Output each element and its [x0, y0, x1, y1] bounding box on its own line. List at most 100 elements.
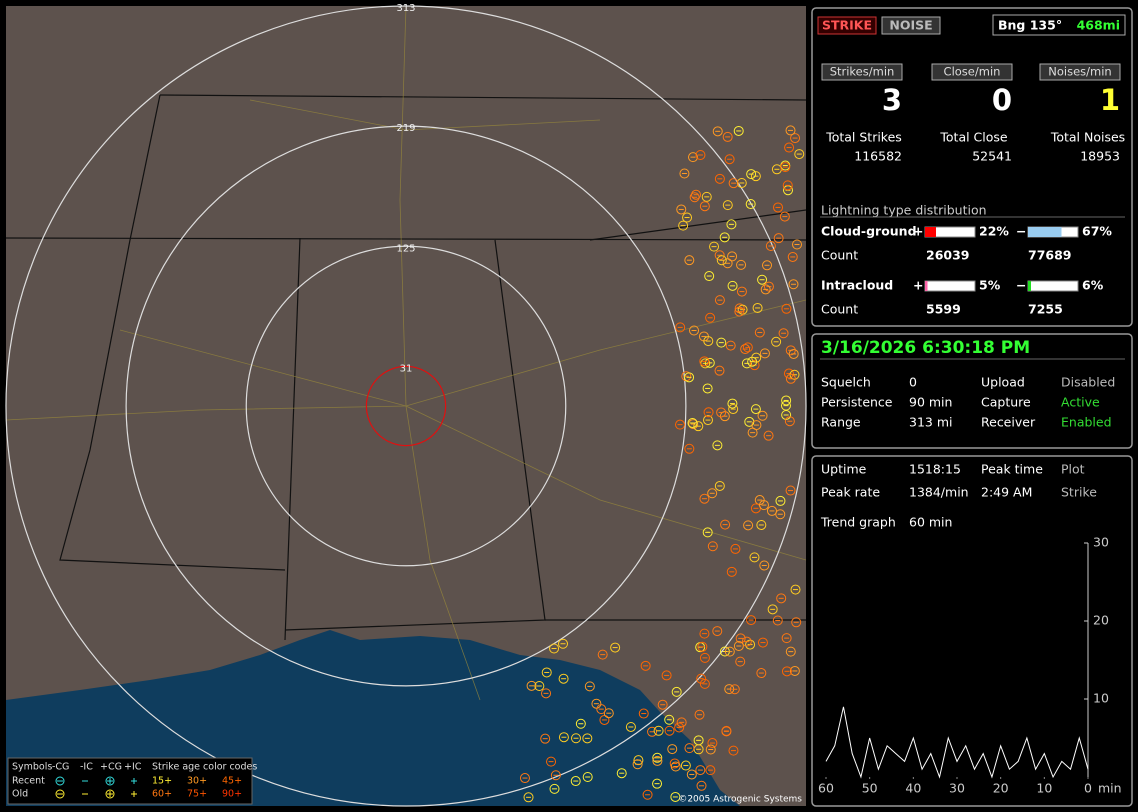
strike-symbol — [675, 419, 686, 430]
cell: 1518:15 — [909, 462, 961, 477]
x-tick-label: 10 — [1036, 781, 1052, 796]
strike-symbol — [775, 509, 786, 520]
strike-symbol — [701, 191, 712, 202]
x-tick-label: 40 — [905, 781, 921, 796]
strike-symbol — [705, 312, 716, 323]
strike-symbol — [670, 761, 681, 772]
strike-symbol — [750, 404, 761, 415]
strike-symbol — [745, 199, 756, 210]
strike-symbol — [775, 495, 786, 506]
strike-symbol — [693, 421, 704, 432]
legend-header: +IC — [124, 762, 142, 773]
total-value: 116582 — [854, 149, 902, 164]
strike-symbol — [781, 633, 792, 644]
strike-symbol — [789, 665, 800, 676]
strike-symbol — [763, 430, 774, 441]
strike-button[interactable] — [817, 16, 877, 35]
strike-symbol — [674, 722, 685, 733]
strike-symbol — [724, 646, 735, 657]
strike-symbol — [707, 738, 718, 749]
sign: + — [913, 278, 923, 293]
strike-symbol — [691, 189, 702, 200]
strike-symbol — [675, 322, 686, 333]
strike-symbol — [702, 383, 713, 394]
strike-symbol — [703, 336, 714, 347]
count-value: 7255 — [1028, 302, 1063, 317]
percent-label: 67% — [1082, 224, 1112, 239]
strike-symbol — [541, 667, 552, 678]
strike-symbol — [664, 714, 675, 725]
noise-button[interactable] — [881, 16, 941, 35]
strike-symbol — [784, 142, 795, 153]
percent-track — [924, 280, 976, 292]
rate-button-label: Noises/min — [1048, 65, 1111, 79]
strike-symbol — [734, 306, 745, 317]
percent-bar — [925, 227, 936, 237]
strike-symbol — [773, 202, 784, 213]
strike-symbol — [727, 280, 738, 291]
noise-button-label[interactable]: NOISE — [889, 18, 932, 33]
strike-symbol — [670, 791, 681, 802]
strike-symbol — [687, 417, 698, 428]
sign: + — [913, 224, 923, 239]
strike-symbol — [747, 427, 758, 438]
cell: Receiver — [981, 415, 1036, 430]
total-value: 52541 — [972, 149, 1012, 164]
age-code: 75+ — [187, 789, 207, 800]
strike-symbol — [671, 686, 682, 697]
strike-symbol — [549, 643, 560, 654]
count-label: Count — [821, 248, 858, 263]
strike-symbol — [694, 709, 705, 720]
strike-symbol — [756, 668, 767, 679]
strike-symbol — [781, 303, 792, 314]
strike-symbol — [596, 704, 607, 715]
strike-symbol — [570, 776, 581, 787]
strike-symbol — [707, 541, 718, 552]
strike-symbol — [785, 485, 796, 496]
state-borders — [5, 94, 807, 641]
strike-symbol — [722, 258, 733, 269]
strike-symbol — [788, 279, 799, 290]
strike-symbol — [546, 756, 557, 767]
strike-symbol — [712, 126, 723, 137]
status-panel: STRIKE NOISE Bng 135° 468mi Strikes/min 3… — [811, 7, 1133, 327]
strike-symbol — [751, 352, 762, 363]
panel — [811, 7, 1133, 327]
count-value: 77689 — [1028, 248, 1072, 263]
strike-symbol — [603, 708, 614, 719]
age-code: 60+ — [152, 789, 172, 800]
strike-symbol — [781, 666, 792, 677]
strike-symbol — [652, 778, 663, 789]
strike-symbol — [736, 259, 747, 270]
strike-symbol — [792, 239, 803, 250]
cell: 60 min — [909, 515, 952, 530]
strike-symbol — [787, 251, 798, 262]
strike-symbol — [558, 732, 569, 743]
age-code: 90+ — [222, 789, 242, 800]
strike-symbol — [616, 768, 627, 779]
strike-symbol — [766, 505, 777, 516]
strike-symbol — [680, 760, 691, 771]
rate-value: 1 — [1100, 83, 1120, 117]
strike-symbol — [696, 780, 707, 791]
rate-button — [1039, 63, 1121, 81]
panel — [811, 333, 1133, 449]
strike-symbol — [704, 271, 715, 282]
strike-symbol — [781, 395, 792, 406]
strike-symbol — [716, 255, 727, 266]
strike-symbol — [676, 717, 687, 728]
percent-label: 22% — [979, 224, 1009, 239]
strike-symbol — [776, 593, 787, 604]
strike-symbol — [724, 154, 735, 165]
strike-symbol — [534, 681, 545, 692]
strike-symbol — [575, 718, 586, 729]
strike-symbol — [714, 480, 725, 491]
legend-symbol — [105, 789, 115, 799]
strike-symbol — [687, 152, 698, 163]
strike-symbol — [695, 765, 706, 776]
strike-button-label[interactable]: STRIKE — [822, 18, 872, 33]
strike-symbol — [684, 372, 695, 383]
strike-symbol — [664, 725, 675, 736]
strike-symbol — [705, 744, 716, 755]
strike-symbol — [610, 642, 621, 653]
